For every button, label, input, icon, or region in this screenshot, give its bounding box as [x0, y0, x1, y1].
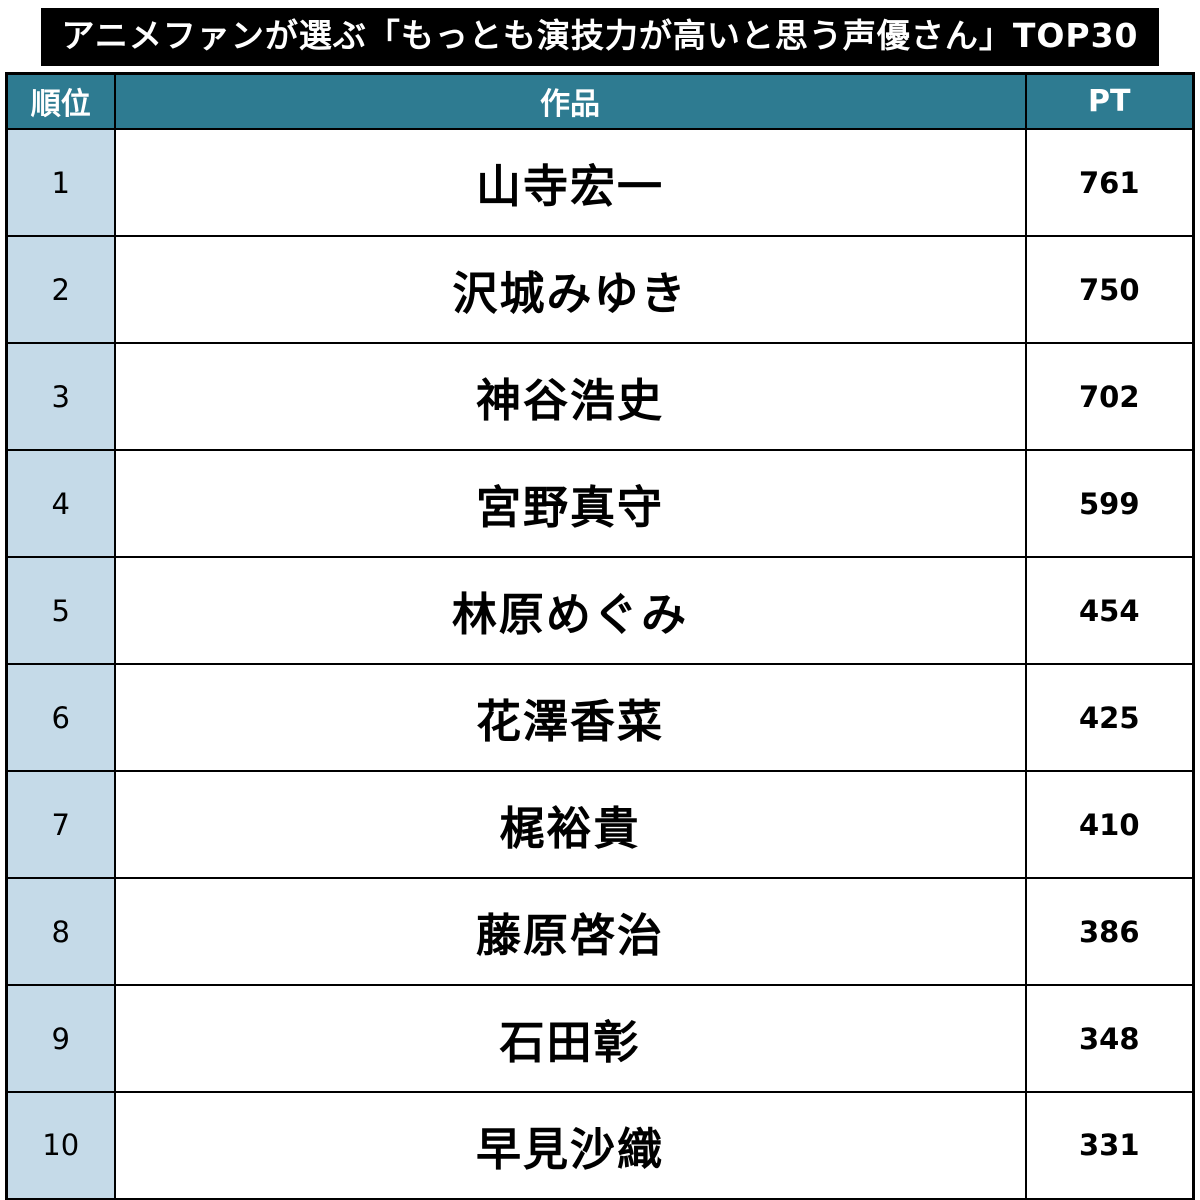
name-cell: 早見沙織: [113, 1091, 1027, 1200]
rank-cell: 5: [5, 556, 116, 666]
points-cell: 348: [1024, 984, 1195, 1094]
rank-cell: 2: [5, 235, 116, 345]
table-row: 5 林原めぐみ 454: [5, 556, 1195, 666]
rank-cell: 6: [5, 663, 116, 773]
name-cell: 山寺宏一: [113, 128, 1027, 238]
points-cell: 425: [1024, 663, 1195, 773]
table-row: 4 宮野真守 599: [5, 449, 1195, 559]
ranking-table-body: 1 山寺宏一 761 2 沢城みゆき 750 3 神谷浩史 702 4 宮野真守 599 5 林原めぐみ 4…: [5, 128, 1195, 1200]
name-cell: 花澤香菜: [113, 663, 1027, 773]
points-cell: 761: [1024, 128, 1195, 238]
name-cell: 梶裕貴: [113, 770, 1027, 880]
header-rank: 順位: [5, 72, 116, 131]
points-cell: 410: [1024, 770, 1195, 880]
rank-cell: 4: [5, 449, 116, 559]
rank-cell: 3: [5, 342, 116, 452]
header-name: 作品: [113, 72, 1027, 131]
points-cell: 750: [1024, 235, 1195, 345]
ranking-table: 順位 作品 PT 1 山寺宏一 761 2 沢城みゆき 750 3 神谷浩史 702 4 宮野真守 5…: [5, 71, 1195, 1200]
name-cell: 沢城みゆき: [113, 235, 1027, 345]
header-row: 順位 作品 PT: [5, 72, 1195, 131]
table-row: 7 梶裕貴 410: [5, 770, 1195, 880]
table-row: 8 藤原啓治 386: [5, 877, 1195, 987]
points-cell: 331: [1024, 1091, 1195, 1200]
rank-cell: 7: [5, 770, 116, 880]
rank-cell: 8: [5, 877, 116, 987]
table-row: 9 石田彰 348: [5, 984, 1195, 1094]
points-cell: 386: [1024, 877, 1195, 987]
title-bar-wrap: アニメファンが選ぶ「もっとも演技力が高いと思う声優さん」TOP30: [0, 8, 1200, 66]
table-row: 1 山寺宏一 761: [5, 128, 1195, 238]
table-row: 6 花澤香菜 425: [5, 663, 1195, 773]
table-row: 3 神谷浩史 702: [5, 342, 1195, 452]
points-cell: 454: [1024, 556, 1195, 666]
header-points: PT: [1024, 72, 1195, 131]
page-title: アニメファンが選ぶ「もっとも演技力が高いと思う声優さん」TOP30: [41, 8, 1159, 66]
name-cell: 林原めぐみ: [113, 556, 1027, 666]
rank-cell: 10: [5, 1091, 116, 1200]
points-cell: 599: [1024, 449, 1195, 559]
table-row: 10 早見沙織 331: [5, 1091, 1195, 1200]
table-row: 2 沢城みゆき 750: [5, 235, 1195, 345]
name-cell: 神谷浩史: [113, 342, 1027, 452]
rank-cell: 1: [5, 128, 116, 238]
name-cell: 藤原啓治: [113, 877, 1027, 987]
name-cell: 石田彰: [113, 984, 1027, 1094]
name-cell: 宮野真守: [113, 449, 1027, 559]
rank-cell: 9: [5, 984, 116, 1094]
points-cell: 702: [1024, 342, 1195, 452]
